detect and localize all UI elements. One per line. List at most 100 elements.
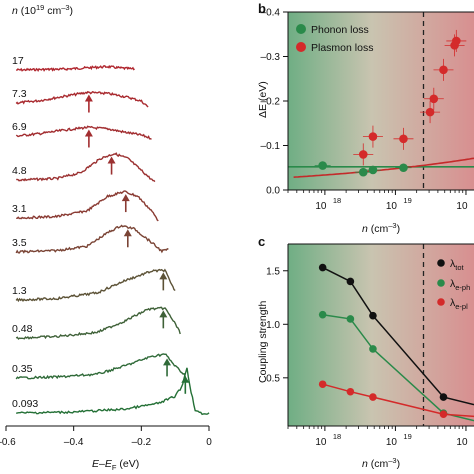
phonon-point	[368, 165, 378, 175]
phonon-point	[358, 167, 368, 177]
x-tick-label: –0.4	[64, 437, 84, 448]
x-tick-label: –0.6	[0, 437, 16, 448]
panel-c-x-label: n (cm–3)	[362, 456, 400, 470]
spectrum-label: 0.093	[12, 398, 38, 410]
x-tick-exponent: 18	[333, 196, 341, 205]
peak-arrow-head	[123, 229, 132, 237]
spectrum-label: 3.5	[12, 237, 27, 249]
y-tick-label: –0.3	[261, 52, 281, 63]
x-tick-label: 0	[206, 437, 212, 448]
panel-b-ticks: 0.0–0.1–0.2–0.3–0.4101810191020	[261, 8, 474, 213]
spectrum-curve	[16, 152, 156, 183]
peak-arrow-head	[159, 272, 168, 280]
series-point-e-ph	[318, 310, 327, 319]
spectrum-label: 0.35	[12, 363, 33, 375]
x-tick-label: 10	[315, 437, 327, 448]
y-tick-label: –0.2	[261, 97, 281, 108]
series-point-tot	[369, 311, 377, 320]
panel-b-x-label: n (cm–3)	[362, 221, 400, 235]
legend-label-tot: λtot	[450, 258, 465, 272]
spectrum-curve	[15, 268, 176, 303]
y-tick-label: 0.0	[266, 186, 280, 197]
spectrum-curve	[15, 90, 149, 108]
spectrum-label: 7.3	[12, 88, 27, 100]
peak-arrow-head	[159, 310, 168, 318]
spectra-curves	[15, 64, 210, 416]
plasmon-point	[439, 65, 448, 75]
panel-b-plot	[288, 12, 474, 190]
series-point-e-pl	[439, 410, 448, 419]
panel-a-x-ticks: –0.6 –0.4 –0.2 0	[0, 426, 212, 448]
panel-letter-c: c	[258, 234, 265, 249]
legend-marker-eph	[437, 279, 445, 287]
x-tick-label: 10	[386, 437, 398, 448]
panel-a-header: n (1019 cm–3)	[12, 3, 73, 17]
peak-arrow-head	[84, 94, 93, 102]
panel-c: c 0.51.01.5101810191020 Coupling strengt…	[257, 234, 474, 470]
x-tick-exponent: 19	[403, 196, 411, 205]
plasmon-point	[452, 36, 461, 46]
x-tick-label: 10	[456, 201, 468, 212]
panel-a: 17 7.3 6.9 4.8 3.1 3.5 1.3 0.48 0.35 0.093 n (101…	[0, 3, 212, 472]
y-tick-label: –0.1	[261, 141, 281, 152]
legend-label-phonon: Phonon loss	[311, 24, 369, 36]
spectrum-label: 0.48	[12, 323, 33, 335]
legend-marker-plasmon	[296, 42, 306, 52]
panel-b-y-label: ΔE (eV)	[257, 81, 269, 118]
series-point-e-pl	[318, 380, 327, 389]
legend-label-eph: λe-ph	[450, 278, 470, 292]
phonon-point	[399, 163, 408, 173]
spectrum-curve	[15, 125, 152, 140]
spectrum-label: 17	[12, 55, 24, 67]
panel-a-x-label: E–EF (eV)	[92, 458, 139, 472]
plasmon-point	[358, 150, 368, 159]
spectrum-label: 4.8	[12, 165, 27, 177]
series-point-tot	[439, 393, 448, 401]
legend-label-plasmon: Plasmon loss	[311, 42, 373, 54]
spectrum-curve	[15, 353, 186, 380]
panel-c-ticks: 0.51.01.5101810191020	[266, 266, 474, 448]
plasmon-point	[429, 94, 439, 104]
spectrum-curve	[15, 224, 169, 254]
legend-marker-phonon	[296, 24, 306, 34]
spectrum-curve	[15, 306, 181, 340]
y-tick-label: 1.0	[266, 320, 280, 331]
plasmon-point	[425, 107, 435, 117]
spectra-labels: 17 7.3 6.9 4.8 3.1 3.5 1.3 0.48 0.35 0.093	[12, 55, 38, 410]
x-tick-label: 10	[386, 201, 398, 212]
series-point-e-pl	[369, 393, 377, 401]
x-tick-exponent: 19	[403, 432, 411, 441]
x-tick-label: 10	[456, 437, 468, 448]
y-tick-label: 1.5	[266, 266, 280, 277]
series-point-e-ph	[346, 315, 355, 323]
series-point-tot	[346, 277, 355, 286]
panel-c-plot	[318, 244, 474, 426]
spectrum-curve	[15, 367, 210, 416]
series-point-tot	[318, 263, 327, 272]
y-tick-label: 0.5	[266, 373, 280, 384]
legend-marker-epl	[437, 298, 445, 306]
legend-marker-tot	[437, 259, 445, 267]
panel-b-legend: Phonon loss Plasmon loss	[296, 24, 373, 54]
x-tick-label: –0.2	[132, 437, 152, 448]
x-tick-exponent: 18	[333, 432, 341, 441]
peak-arrow-head	[163, 358, 172, 366]
x-tick-label: 10	[315, 201, 327, 212]
spectrum-label: 3.1	[12, 203, 27, 215]
panel-c-legend: λtot λe-ph λe-pl	[437, 258, 470, 311]
y-tick-label: –0.4	[261, 8, 281, 19]
spectrum-curve	[16, 64, 135, 72]
plasmon-point	[399, 134, 408, 144]
spectrum-label: 6.9	[12, 121, 27, 133]
panel-letter-b: b	[258, 1, 266, 16]
legend-label-epl: λe-pl	[450, 297, 468, 311]
panel-b: b 0.0–0.1–0.2–0.3–0.4101810191020 ΔE (eV…	[257, 1, 474, 235]
series-point-e-pl	[346, 387, 355, 396]
panel-c-y-label: Coupling strength	[257, 301, 269, 383]
spectrum-label: 1.3	[12, 285, 27, 297]
peak-arrow-head	[121, 194, 130, 202]
spectrum-curve	[16, 190, 159, 222]
peak-arrow-head	[181, 375, 190, 383]
peak-arrow-head	[107, 156, 116, 164]
